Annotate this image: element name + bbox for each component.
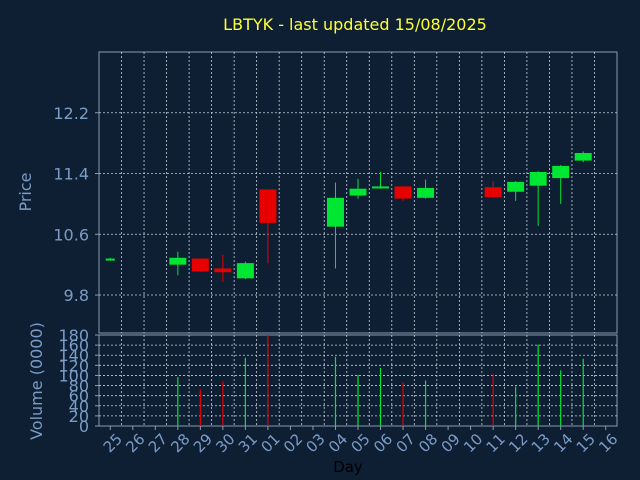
volume-ytick-label: 60 [69,387,89,406]
candle-body [574,153,592,161]
x-tick-label: 16 [595,430,621,456]
candle-body [529,171,547,186]
candle-body [259,189,277,223]
price-ytick-label: 9.8 [64,286,89,305]
candle-body [484,187,502,198]
candle-body [372,186,390,189]
candle-body [507,181,525,192]
chart-title: LBTYK - last updated 15/08/2025 [223,15,487,34]
volume-panel: 2526272829303101020304050607080910111213… [58,326,621,456]
volume-ytick-label: 80 [69,377,89,396]
candle-body [169,257,187,265]
candle-body [105,258,115,261]
volume-ytick-label: 140 [58,346,89,365]
price-panel: 9.8 10.6 11.4 12.2 [53,51,618,334]
price-ytick-label: 11.4 [53,165,89,184]
candle-body [326,197,344,227]
volume-ytick-label: 20 [69,407,89,426]
candle-body [214,268,232,273]
volume-ytick-label: 100 [58,366,89,385]
price-ytick-label: 12.2 [53,104,89,123]
volume-ytick-label: 120 [58,356,89,375]
candle-body [552,165,570,179]
volume-ytick-label: 160 [58,336,89,355]
price-plot-frame [98,51,618,334]
candle-body [191,258,209,272]
volume-ytick-label: 40 [69,397,89,416]
price-ytick-label: 10.6 [53,225,89,244]
price-axis-label: Price [16,172,35,211]
candle-body [349,188,367,196]
volume-ytick-label: 0 [79,417,89,436]
candle-body [417,187,435,198]
candle-body [236,263,254,279]
candle-body [394,186,412,199]
volume-ytick-label: 180 [58,326,89,345]
x-axis-label: Day [333,458,363,476]
volume-axis-label: Volume (0000) [27,322,46,440]
